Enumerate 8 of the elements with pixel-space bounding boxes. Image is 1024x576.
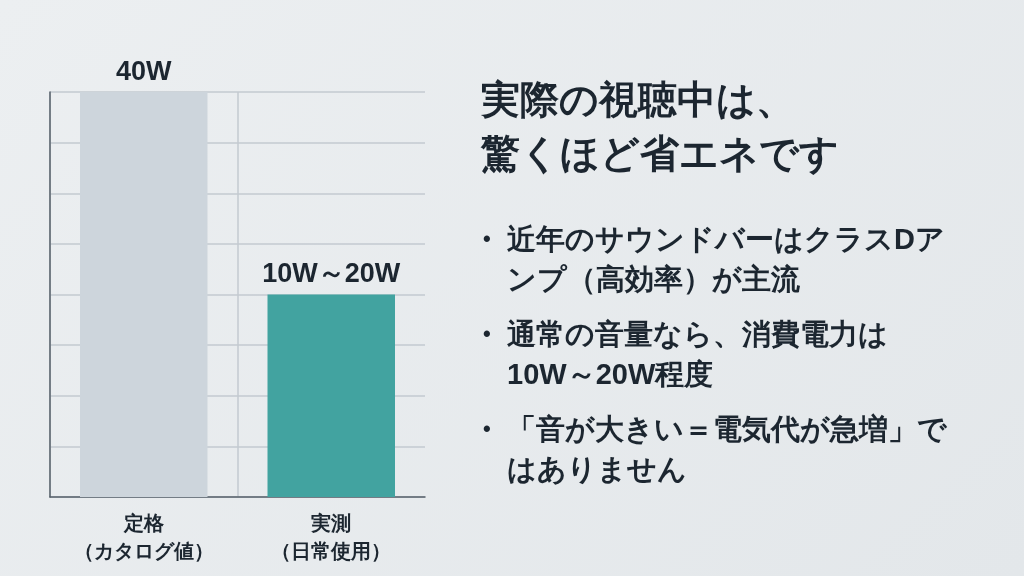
text: • 通常の音量なら、消費電力は10W～20W程度 <box>482 317 889 392</box>
text: 実際の視聴中は、驚くほど省エネです <box>481 77 840 177</box>
text: • 「音が大きい＝電気代が急増」ではありません <box>482 412 948 487</box>
data-label: 40W <box>115 55 173 86</box>
x-tick-label: 定格（カタログ値） <box>73 512 214 562</box>
x-tick-label: 実測（日常使用） <box>271 512 392 562</box>
text: • 近年のサウンドバーはクラスDアンプ（高効率）が主流 <box>483 223 945 295</box>
data-label: 10W～20W <box>262 258 401 288</box>
